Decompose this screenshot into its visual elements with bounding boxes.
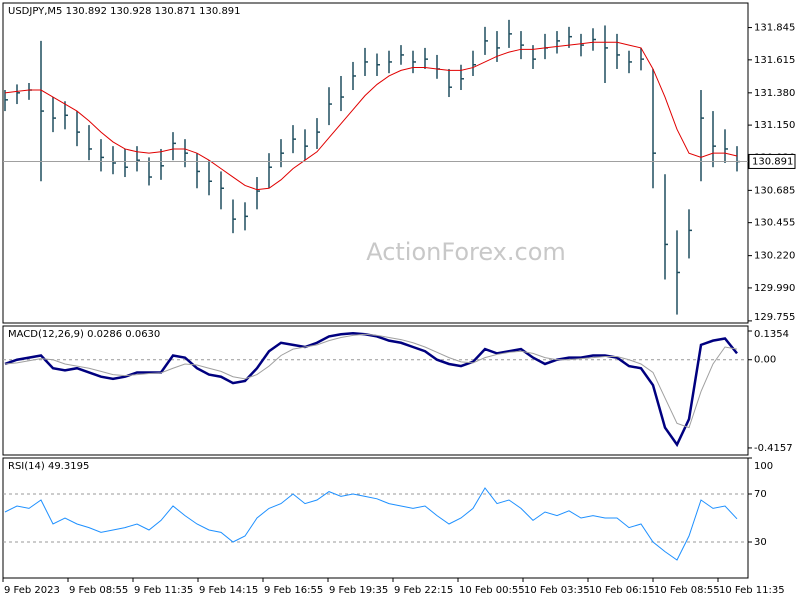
current-price-label: 130.891 (752, 156, 793, 167)
watermark: ActionForex.com (366, 238, 566, 266)
indicator-line (4, 487, 738, 561)
x-tick-label: 9 Feb 19:35 (329, 585, 388, 596)
y-tick-label: 100 (754, 461, 773, 472)
indicator-line (4, 331, 738, 448)
x-tick-label: 9 Feb 08:55 (69, 585, 128, 596)
y-tick-label: 129.990 (754, 283, 795, 294)
y-tick-label: 70 (754, 489, 767, 500)
indicator-line (4, 333, 738, 429)
x-tick-label: 9 Feb 22:15 (394, 585, 453, 596)
x-tick-label: 10 Feb 00:55 (459, 585, 525, 596)
y-tick-label: 131.380 (754, 88, 795, 99)
x-tick-label: 9 Feb 16:55 (264, 585, 323, 596)
y-tick-label: -0.4157 (754, 443, 793, 454)
panel-title: RSI(14) 49.3195 (8, 461, 89, 472)
moving-average (4, 41, 738, 191)
y-tick-label: 131.615 (754, 55, 795, 66)
y-tick-label: 0.1354 (754, 329, 789, 340)
panel-title: USDJPY,M5 130.892 130.928 130.871 130.89… (8, 6, 241, 17)
x-tick-label: 9 Feb 11:35 (134, 585, 193, 596)
x-tick-label: 10 Feb 03:35 (524, 585, 590, 596)
y-tick-label: 130.220 (754, 251, 795, 262)
y-tick-label: 129.755 (754, 312, 795, 323)
panel-frame (2, 2, 749, 324)
panel-title: MACD(12,26,9) 0.0286 0.0630 (8, 329, 160, 340)
x-tick-label: 9 Feb 2023 (4, 585, 60, 596)
panel-frame (2, 325, 749, 456)
current-price-box (748, 153, 796, 169)
x-tick-label: 10 Feb 08:55 (654, 585, 720, 596)
y-tick-label: 130.685 (754, 185, 795, 196)
x-tick-label: 10 Feb 11:35 (719, 585, 785, 596)
y-tick-label: 30 (754, 537, 767, 548)
y-tick-label: 131.150 (754, 120, 795, 131)
y-tick-label: 130.455 (754, 218, 795, 229)
panel-frame (2, 457, 749, 579)
y-tick-label: 131.845 (754, 23, 795, 34)
x-tick-label: 9 Feb 14:15 (199, 585, 258, 596)
x-tick-label: 10 Feb 06:15 (589, 585, 655, 596)
y-tick-label: 0.00 (754, 355, 776, 366)
